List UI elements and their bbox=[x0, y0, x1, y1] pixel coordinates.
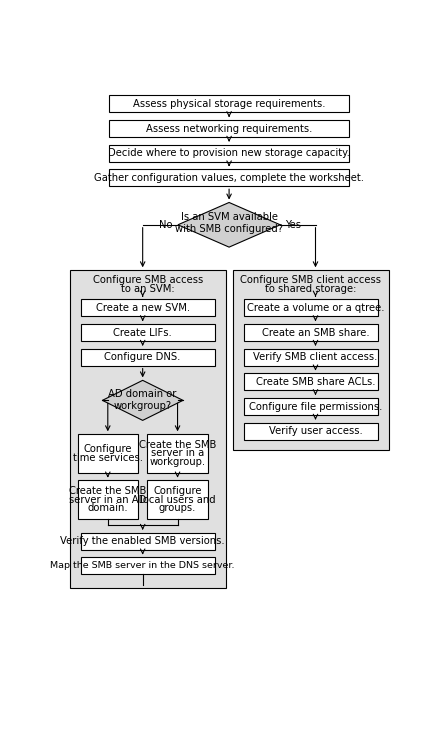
Text: Create LIFs.: Create LIFs. bbox=[113, 327, 172, 338]
Text: Assess physical storage requirements.: Assess physical storage requirements. bbox=[133, 99, 325, 109]
Text: groups.: groups. bbox=[159, 503, 196, 513]
Bar bbox=[109, 145, 349, 161]
Text: Is an SVM available: Is an SVM available bbox=[181, 212, 278, 222]
Text: Yes: Yes bbox=[285, 219, 301, 230]
Text: Create the SMB: Create the SMB bbox=[139, 440, 216, 450]
Text: to shared storage:: to shared storage: bbox=[265, 284, 357, 295]
Text: No: No bbox=[159, 219, 172, 230]
Text: AD domain or: AD domain or bbox=[109, 389, 177, 400]
Text: Create the SMB: Create the SMB bbox=[69, 487, 147, 496]
Text: Verify user access.: Verify user access. bbox=[269, 426, 363, 436]
Bar bbox=[109, 120, 349, 137]
Bar bbox=[78, 481, 138, 519]
Text: Configure DNS.: Configure DNS. bbox=[105, 352, 181, 362]
Text: server in a: server in a bbox=[151, 449, 204, 458]
Bar bbox=[244, 398, 378, 415]
Text: time services.: time services. bbox=[73, 453, 143, 463]
Bar bbox=[244, 324, 378, 341]
Bar bbox=[81, 324, 215, 341]
Text: Verify the enabled SMB versions.: Verify the enabled SMB versions. bbox=[60, 536, 225, 546]
Text: Create SMB share ACLs.: Create SMB share ACLs. bbox=[256, 377, 375, 387]
Bar bbox=[81, 533, 215, 550]
Bar bbox=[109, 170, 349, 186]
Bar bbox=[109, 95, 349, 112]
Bar bbox=[244, 349, 378, 366]
Bar bbox=[78, 434, 138, 472]
Text: Assess networking requirements.: Assess networking requirements. bbox=[146, 124, 312, 134]
Bar bbox=[232, 270, 389, 450]
Text: to an SVM:: to an SVM: bbox=[121, 284, 175, 295]
Bar bbox=[81, 300, 215, 316]
Bar bbox=[244, 423, 378, 440]
Bar bbox=[81, 557, 215, 574]
Text: Configure: Configure bbox=[84, 444, 132, 455]
Bar bbox=[244, 300, 378, 316]
Bar bbox=[70, 270, 226, 589]
Text: Gather configuration values, complete the worksheet.: Gather configuration values, complete th… bbox=[94, 173, 364, 183]
Text: Verify SMB client access.: Verify SMB client access. bbox=[253, 352, 378, 362]
Text: domain.: domain. bbox=[88, 503, 128, 513]
Polygon shape bbox=[178, 202, 280, 247]
Text: Create a new SVM.: Create a new SVM. bbox=[96, 303, 190, 313]
Text: Map the SMB server in the DNS server.: Map the SMB server in the DNS server. bbox=[51, 562, 235, 571]
Bar bbox=[244, 373, 378, 391]
Text: local users and: local users and bbox=[140, 495, 215, 504]
Text: with SMB configured?: with SMB configured? bbox=[175, 224, 283, 234]
Text: Configure SMB access: Configure SMB access bbox=[93, 275, 203, 285]
Text: Create an SMB share.: Create an SMB share. bbox=[261, 327, 369, 338]
Text: Decide where to provision new storage capacity.: Decide where to provision new storage ca… bbox=[108, 148, 350, 158]
Text: Configure: Configure bbox=[153, 487, 202, 496]
Text: server in an AD: server in an AD bbox=[69, 495, 147, 504]
Text: Configure file permissions.: Configure file permissions. bbox=[249, 402, 382, 411]
Bar bbox=[148, 434, 208, 472]
Text: workgroup.: workgroup. bbox=[149, 457, 206, 467]
Text: workgroup?: workgroup? bbox=[114, 401, 172, 411]
Text: Create a volume or a qtree.: Create a volume or a qtree. bbox=[247, 303, 384, 313]
Text: Configure SMB client access: Configure SMB client access bbox=[240, 275, 381, 285]
Bar bbox=[81, 349, 215, 366]
Polygon shape bbox=[102, 380, 183, 420]
Bar bbox=[148, 481, 208, 519]
